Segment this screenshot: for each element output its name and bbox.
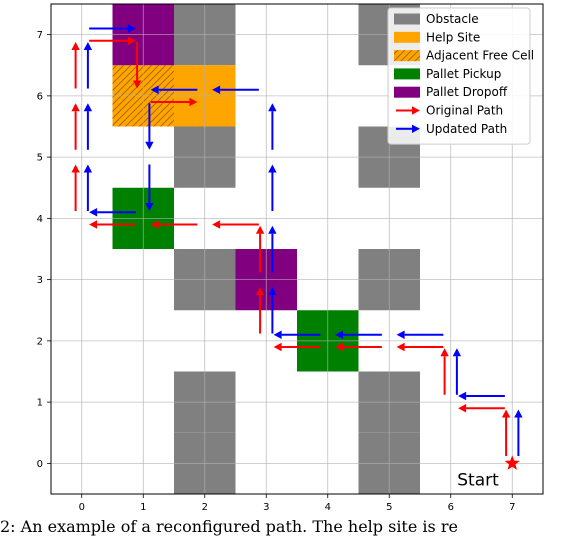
original-path-arrow — [458, 404, 505, 413]
legend-box — [387, 7, 531, 145]
updated-path-arrow — [83, 103, 93, 150]
original-path-arrow — [255, 286, 265, 334]
y-tick-label: 6 — [37, 91, 43, 102]
paths-layer — [71, 24, 523, 457]
legend-swatch — [394, 31, 420, 43]
x-tick-label: 3 — [263, 502, 269, 513]
grid-path-chart: 0 1 2 3 4 5 6 7 0 1 2 3 4 5 6 7 Start Obstacle Help Site… — [37, 3, 544, 513]
updated-path-arrow — [514, 409, 523, 457]
updated-path-arrow — [145, 164, 154, 212]
x-tick-label: 2 — [202, 502, 208, 513]
updated-path-arrow — [273, 330, 321, 339]
updated-path-arrow — [268, 103, 277, 150]
updated-path-arrow — [268, 164, 277, 212]
y-tick-label: 7 — [37, 30, 43, 41]
updated-path-arrow — [335, 330, 382, 339]
updated-path-arrow — [268, 286, 277, 334]
original-path-arrow — [150, 220, 198, 229]
original-path-arrow — [89, 220, 136, 229]
legend-label: Original Path — [426, 104, 503, 118]
legend-label: Adjacent Free Cell — [426, 49, 534, 63]
legend-swatch — [394, 13, 420, 25]
plot-frame — [50, 3, 544, 495]
legend-swatch-hatched — [394, 50, 420, 62]
original-path-arrow — [150, 97, 198, 107]
marker-layer: Start — [457, 455, 520, 490]
legend-label: Updated Path — [426, 122, 507, 136]
y-tick-label: 4 — [37, 214, 43, 225]
updated-path-arrow — [150, 85, 198, 94]
legend-arrow — [396, 106, 420, 115]
legend-arrow — [396, 124, 420, 133]
x-tick-label: 0 — [79, 502, 85, 513]
y-tick-label: 1 — [37, 398, 43, 409]
x-tick-label: 6 — [448, 502, 454, 513]
updated-path-arrow — [145, 103, 154, 150]
original-path-arrow — [212, 220, 259, 229]
original-path-arrow — [440, 348, 449, 395]
x-tick-label: 7 — [509, 502, 515, 513]
original-path-arrow — [71, 41, 80, 89]
start-star-marker — [504, 455, 520, 470]
updated-path-arrow — [89, 24, 136, 33]
y-tick-label: 0 — [37, 459, 43, 470]
figure-caption: 2: An example of a reconfigured path. Th… — [0, 518, 458, 536]
updated-path-arrow — [83, 41, 93, 89]
legend-swatch — [394, 86, 420, 98]
original-path-arrow — [273, 342, 321, 352]
x-tick-label: 1 — [140, 502, 146, 513]
y-tick-label: 5 — [37, 153, 43, 164]
start-label: Start — [457, 470, 499, 490]
legend-label: Pallet Dropoff — [426, 85, 508, 99]
legend-label: Pallet Pickup — [426, 67, 501, 81]
original-path-arrow — [71, 103, 80, 150]
updated-path-arrow — [452, 348, 462, 395]
original-path-arrow — [255, 225, 265, 273]
legend-swatch — [394, 68, 420, 80]
original-path-arrow — [71, 164, 80, 212]
updated-path-arrow — [458, 391, 505, 401]
original-path-arrow — [396, 342, 444, 352]
legend-label: Help Site — [426, 30, 480, 44]
original-path-arrow — [335, 342, 382, 352]
original-path-arrow — [132, 41, 142, 89]
ticks-layer: 0 1 2 3 4 5 6 7 0 1 2 3 4 5 6 7 — [37, 30, 516, 513]
legend: Obstacle Help Site Adjacent Free Cell Palle… — [387, 7, 534, 145]
legend-label: Obstacle — [426, 12, 479, 26]
updated-path-arrow — [212, 85, 259, 94]
original-path-arrow — [89, 36, 136, 45]
updated-path-arrow — [268, 225, 277, 273]
x-tick-label: 4 — [325, 502, 331, 513]
updated-path-arrow — [89, 208, 136, 217]
y-tick-label: 2 — [37, 336, 43, 347]
updated-path-arrow — [396, 330, 444, 339]
x-tick-label: 5 — [386, 502, 392, 513]
updated-path-arrow — [83, 164, 93, 212]
original-path-arrow — [501, 409, 511, 457]
y-tick-label: 3 — [37, 275, 43, 286]
